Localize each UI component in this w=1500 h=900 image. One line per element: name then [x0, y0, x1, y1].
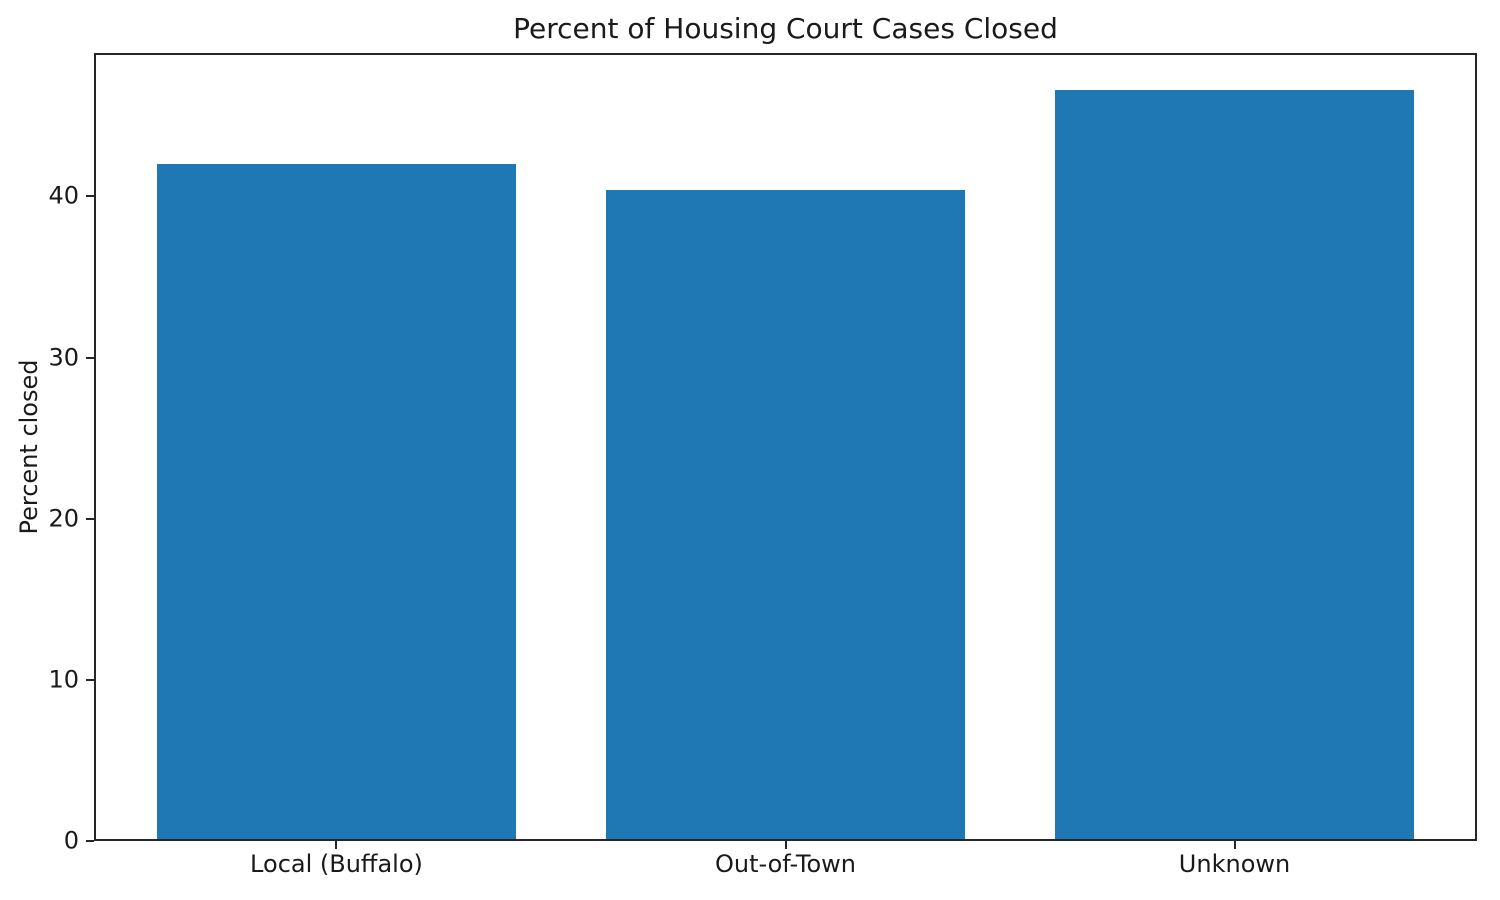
bar-local-buffalo	[156, 164, 517, 841]
y-tick-mark	[86, 678, 94, 681]
y-tick-mark	[86, 517, 94, 520]
bar-out-of-town	[605, 189, 966, 841]
x-tick-label-local-buffalo: Local (Buffalo)	[250, 850, 423, 878]
bar-unknown	[1054, 90, 1415, 841]
chart-title: Percent of Housing Court Cases Closed	[513, 12, 1058, 45]
y-tick-label-40: 40	[48, 181, 79, 210]
x-tick-mark	[335, 841, 338, 849]
y-tick-mark	[86, 840, 94, 842]
y-tick-mark	[86, 356, 94, 359]
x-tick-label-unknown: Unknown	[1178, 850, 1291, 878]
y-tick-label-0: 0	[63, 826, 79, 855]
x-tick-mark	[1233, 841, 1236, 849]
y-tick-label-10: 10	[48, 665, 79, 694]
y-tick-mark	[86, 195, 94, 198]
x-tick-mark	[784, 841, 787, 849]
plot-area	[94, 53, 1477, 841]
y-tick-label-20: 20	[48, 504, 79, 533]
y-tick-label-30: 30	[48, 343, 79, 372]
x-tick-label-out-of-town: Out-of-Town	[715, 850, 856, 878]
